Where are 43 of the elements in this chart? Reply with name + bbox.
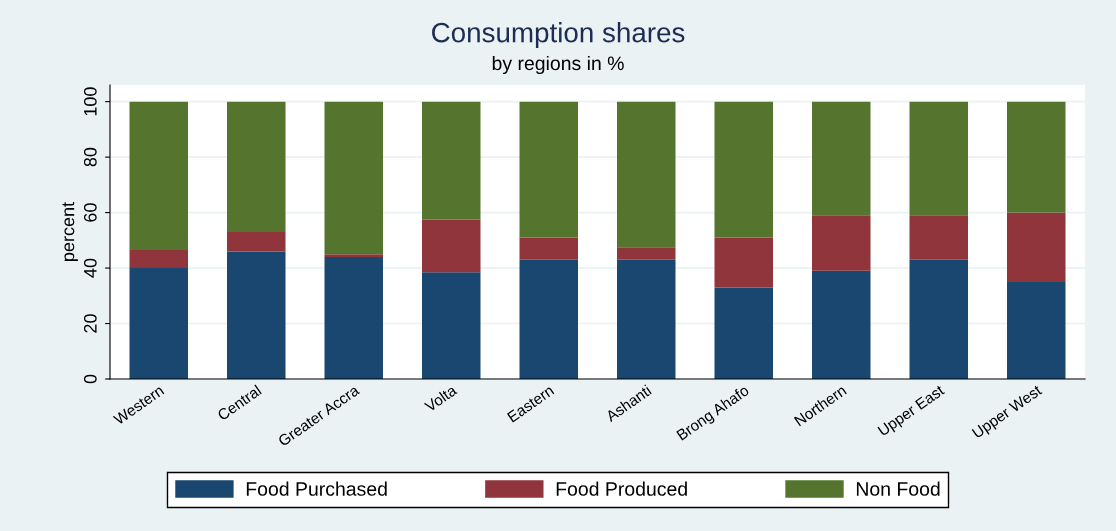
legend-label: Food Purchased [246,481,387,496]
bar [324,254,383,257]
y-tick-label: 40 [83,258,97,278]
legend-label: Food Produced [556,481,687,496]
bar [909,215,968,260]
bar [909,101,968,216]
bar [129,250,188,269]
bar [519,101,578,238]
bar [422,272,481,379]
bar [617,259,676,379]
bar [812,101,871,216]
bar [1007,281,1066,379]
y-tick-label: 0 [83,374,97,384]
bar [617,247,676,260]
bar [422,219,481,273]
chart-subtitle: by regions in % [492,55,624,75]
bar [1007,101,1066,213]
bar [519,259,578,379]
bar [909,259,968,379]
bar [519,237,578,260]
legend-label: Non Food [856,481,940,496]
x-tick-label: Volta [423,383,458,413]
y-tick-label: 20 [83,314,97,333]
y-tick-label: 60 [83,203,97,222]
chart-title: Consumption shares [432,22,685,48]
bar [324,101,383,255]
y-tick-label: 80 [83,147,97,167]
bar [129,101,188,251]
y-axis-title: percent [62,202,78,261]
bar [227,251,286,379]
bar [617,101,676,248]
bar [714,287,773,379]
bar [1007,212,1066,282]
bar [714,237,773,288]
bar [227,232,286,252]
bar [227,101,286,232]
bar [812,270,871,379]
bar [324,256,383,379]
bar [129,268,188,379]
y-tick-label: 100 [83,87,97,116]
bar [812,215,871,271]
bar [422,101,481,220]
bar [714,101,773,238]
